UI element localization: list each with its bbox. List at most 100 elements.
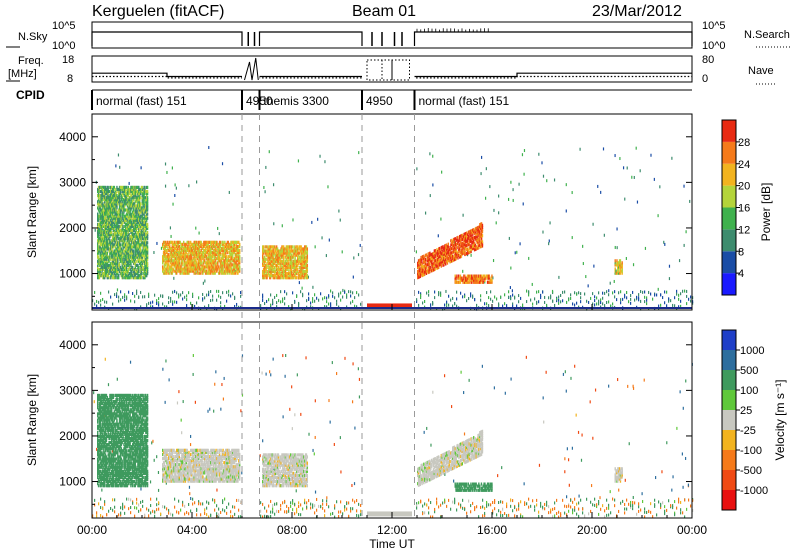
echo-cell — [452, 258, 455, 262]
echo-cell — [435, 265, 437, 269]
echo-cell — [203, 259, 205, 263]
echo-cell — [170, 263, 173, 267]
echo-cell — [574, 291, 576, 295]
echo-cell — [276, 247, 279, 251]
echo-cell — [624, 293, 626, 297]
echo-cell — [302, 267, 304, 272]
echo-cell — [129, 228, 131, 233]
echo-cell — [97, 249, 100, 253]
echo-cell — [217, 263, 219, 267]
echo-cell — [457, 256, 459, 260]
echo-cell — [221, 240, 223, 244]
echo-cell — [202, 292, 204, 296]
echo-cell — [120, 185, 123, 190]
echo-cell — [98, 239, 101, 243]
echo-cell — [137, 255, 139, 259]
echo-cell — [146, 271, 148, 276]
echo-cell — [142, 194, 144, 198]
echo-cell — [470, 239, 472, 243]
echo-cell — [116, 218, 118, 222]
echo-cell — [106, 222, 109, 226]
echo-cell — [128, 224, 130, 229]
echo-cell — [146, 245, 149, 249]
echo-cell — [288, 251, 290, 255]
echo-cell — [477, 232, 479, 236]
echo-cell — [181, 242, 183, 247]
echo-cell — [104, 247, 107, 251]
echo-cell — [164, 248, 167, 253]
echo-cell — [264, 265, 267, 270]
echo-cell — [474, 227, 477, 231]
echo-cell — [468, 230, 471, 234]
echo-cell — [125, 257, 128, 261]
echo-cell — [300, 263, 302, 267]
echo-cell — [97, 239, 100, 243]
echo-cell — [295, 276, 297, 280]
echo-cell — [116, 247, 118, 251]
echo-cell — [510, 295, 512, 299]
echo-cell — [269, 265, 272, 270]
echo-cell — [145, 214, 147, 218]
echo-cell — [145, 210, 147, 214]
echo-cell — [110, 220, 112, 224]
echo-cell — [590, 296, 592, 300]
echo-cell — [206, 246, 209, 251]
echo-cell — [103, 185, 105, 190]
echo-cell — [207, 267, 209, 271]
echo-cell — [190, 301, 192, 305]
echo-cell — [132, 185, 135, 190]
echo-cell — [463, 232, 465, 237]
echo-cell — [304, 276, 306, 280]
echo-cell — [470, 249, 472, 254]
echo-cell — [139, 253, 142, 257]
echo-cell — [146, 263, 149, 267]
echo-cell — [118, 196, 120, 200]
echo-cell — [135, 198, 137, 202]
echo-cell — [435, 258, 437, 263]
echo-cell — [193, 251, 195, 255]
echo-cell — [318, 298, 320, 302]
echo-cell — [296, 245, 298, 249]
echo-cell — [118, 230, 121, 235]
echo-cell — [138, 220, 140, 224]
echo-cell — [112, 245, 115, 249]
echo-cell — [293, 274, 295, 278]
echo-cell — [328, 294, 330, 298]
echo-cell — [188, 255, 190, 259]
echo-cell — [125, 265, 127, 270]
echo-cell — [200, 240, 202, 244]
echo-cell — [176, 263, 178, 267]
echo-cell — [98, 245, 101, 249]
echo-cell — [640, 290, 642, 294]
echo-cell — [136, 185, 138, 190]
echo-cell — [274, 257, 276, 261]
echo-cell — [187, 269, 189, 273]
echo-cell — [425, 263, 428, 267]
echo-cell — [210, 255, 212, 259]
echo-cell — [314, 293, 316, 297]
echo-cell — [277, 249, 280, 253]
echo-cell — [267, 271, 269, 276]
echo-cell — [145, 202, 147, 206]
echo-cell — [116, 269, 118, 274]
echo-cell — [199, 269, 202, 273]
echo-cell — [98, 194, 101, 198]
echo-cell — [207, 269, 209, 273]
echo-cell — [190, 265, 192, 269]
echo-cell — [445, 247, 447, 252]
echo-cell — [99, 226, 102, 231]
echo-cell — [135, 228, 137, 233]
echo-cell — [128, 191, 130, 196]
echo-cell — [262, 257, 264, 261]
echo-cell — [98, 214, 101, 218]
echo-cell — [467, 251, 470, 255]
echo-cell — [102, 253, 104, 257]
echo-cell — [123, 235, 125, 239]
echo-cell — [305, 255, 308, 259]
echo-cell — [418, 260, 421, 265]
echo-cell — [194, 253, 196, 257]
echo-cell — [303, 263, 305, 267]
echo-cell — [220, 261, 223, 265]
echo-cell — [306, 263, 309, 267]
echo-cell — [215, 246, 217, 251]
